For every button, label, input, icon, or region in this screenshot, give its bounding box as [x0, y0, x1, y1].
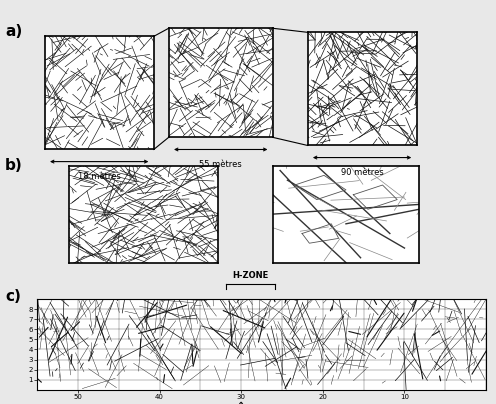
- Text: 55 mètres: 55 mètres: [199, 160, 242, 168]
- Text: 18 mètres: 18 mètres: [78, 172, 121, 181]
- Text: ↑: ↑: [237, 401, 246, 404]
- Text: c): c): [5, 289, 21, 304]
- Text: H-ZONE: H-ZONE: [232, 271, 269, 280]
- Text: a): a): [5, 24, 22, 39]
- Text: b): b): [5, 158, 23, 173]
- Text: 90 mètres: 90 mètres: [341, 168, 383, 177]
